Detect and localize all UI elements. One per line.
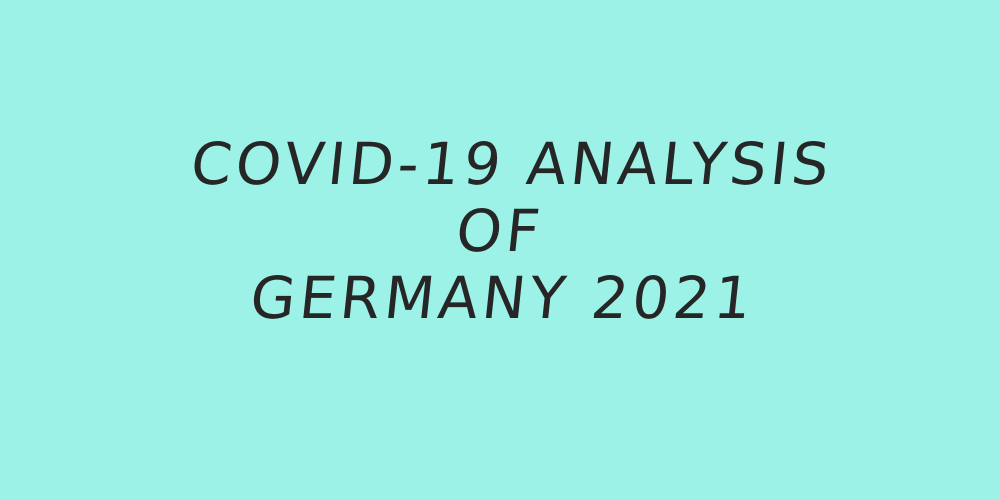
title-block: COVID-19 ANALYSIS OF GERMANY 2021 <box>0 128 1000 334</box>
title-line-1: COVID-19 ANALYSIS <box>187 130 837 198</box>
title-line-2: OF <box>452 197 548 265</box>
title-line-3: GERMANY 2021 <box>247 264 759 332</box>
